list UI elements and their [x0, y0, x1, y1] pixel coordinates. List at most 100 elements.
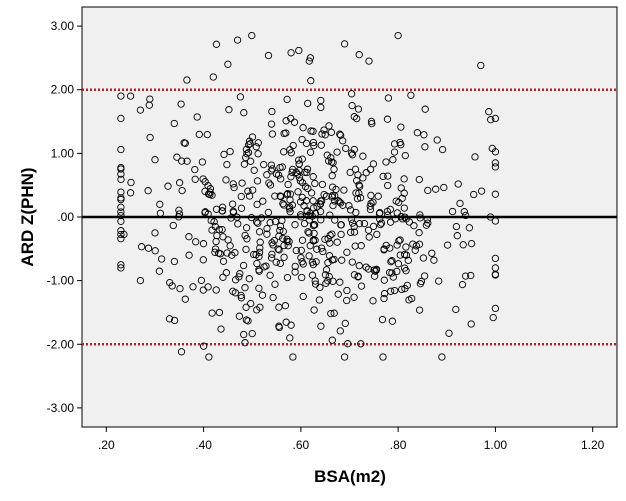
data-point [249, 186, 257, 194]
data-point [491, 163, 500, 171]
data-point [376, 215, 384, 223]
data-point [398, 285, 406, 294]
data-point [347, 149, 356, 157]
data-point [491, 304, 500, 313]
data-point [198, 158, 207, 166]
data-point [467, 320, 475, 328]
data-point [467, 239, 476, 248]
data-point [295, 174, 304, 182]
data-point [338, 256, 346, 264]
data-point [350, 293, 358, 301]
data-point [311, 277, 319, 285]
data-point [368, 119, 376, 128]
data-point [388, 257, 396, 265]
data-point [242, 145, 251, 154]
data-point [327, 309, 335, 318]
data-point [340, 40, 349, 48]
data-point [348, 151, 357, 159]
data-point [309, 138, 318, 147]
data-point [291, 262, 299, 271]
y-tick-label: -1.00 [47, 274, 75, 288]
data-point [365, 233, 373, 241]
data-point [217, 325, 225, 333]
data-point [117, 92, 125, 100]
data-point [460, 208, 468, 216]
data-point [146, 133, 154, 142]
data-point [276, 222, 285, 230]
data-point [290, 118, 299, 126]
data-point [257, 214, 266, 222]
data-point [387, 287, 395, 295]
data-point [317, 141, 325, 149]
data-point [334, 197, 342, 205]
data-point [319, 247, 327, 256]
data-point [430, 256, 438, 264]
data-point [360, 219, 369, 228]
data-point [328, 172, 336, 180]
data-point [255, 248, 264, 257]
data-point [467, 271, 475, 280]
data-point [252, 143, 260, 151]
data-point [244, 187, 252, 195]
data-point [309, 127, 317, 135]
data-point [305, 229, 313, 237]
data-point [253, 177, 262, 185]
data-point [203, 130, 211, 139]
data-point [287, 49, 295, 57]
data-point [380, 289, 389, 298]
data-point [246, 140, 254, 148]
data-point [366, 205, 375, 214]
data-point [282, 117, 290, 125]
data-point [384, 94, 393, 102]
data-point [144, 187, 152, 195]
data-point [144, 244, 153, 252]
data-point [185, 251, 193, 259]
data-point [242, 245, 250, 254]
data-point [353, 114, 361, 123]
x-tick-label: .60 [293, 438, 310, 452]
data-point [306, 148, 315, 156]
data-point [253, 200, 261, 209]
data-point [226, 147, 234, 156]
data-point [356, 194, 365, 202]
data-point [348, 101, 356, 110]
data-point [151, 229, 159, 237]
data-point [415, 229, 423, 237]
data-point [470, 190, 478, 199]
data-point [383, 115, 392, 123]
data-point [117, 165, 125, 173]
data-point [291, 221, 299, 229]
data-point [244, 317, 252, 325]
data-point [127, 178, 135, 187]
data-point [421, 143, 429, 151]
data-point [280, 253, 288, 261]
data-point [304, 211, 312, 220]
data-point [393, 267, 401, 276]
data-point [245, 192, 254, 200]
data-point [204, 283, 212, 291]
data-point [402, 243, 410, 251]
data-point [168, 282, 176, 290]
data-point [317, 197, 326, 205]
data-point [218, 207, 226, 215]
data-point [183, 157, 191, 165]
data-point [240, 109, 248, 117]
data-point [311, 179, 319, 188]
data-point [305, 252, 313, 260]
data-point [230, 183, 238, 192]
data-point [321, 131, 329, 139]
data-point [296, 211, 305, 219]
data-point [333, 238, 341, 246]
data-point [397, 184, 405, 192]
data-point [403, 281, 411, 290]
data-point [195, 130, 203, 139]
data-point [389, 156, 397, 164]
data-point [199, 256, 207, 264]
data-point [357, 340, 365, 348]
data-point [359, 152, 367, 160]
data-point [346, 206, 355, 214]
data-point [415, 175, 423, 184]
data-point [298, 135, 306, 144]
data-point [117, 188, 125, 196]
data-point [346, 168, 354, 177]
